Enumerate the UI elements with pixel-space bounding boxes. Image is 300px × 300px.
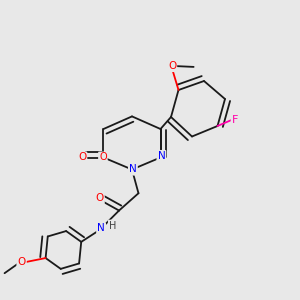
Text: F: F xyxy=(232,115,238,124)
Text: N: N xyxy=(97,224,105,233)
Text: N: N xyxy=(158,151,165,161)
Text: H: H xyxy=(109,221,116,231)
Text: O: O xyxy=(17,257,26,267)
Text: O: O xyxy=(78,152,86,163)
Text: N: N xyxy=(129,164,137,175)
Text: O: O xyxy=(168,61,176,71)
Text: O: O xyxy=(95,193,104,203)
Text: O: O xyxy=(99,152,107,163)
